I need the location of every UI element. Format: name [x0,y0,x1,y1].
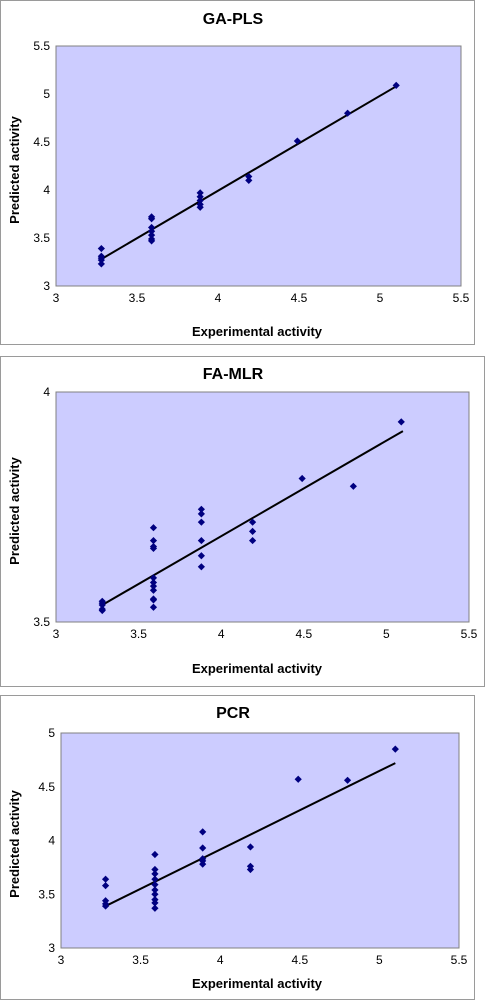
data-point [196,203,204,211]
x-tick-label: 3 [53,291,60,305]
y-axis-label: Predicted activity [7,789,22,897]
chart-title: PCR [216,705,250,722]
x-tick-label: 5 [377,291,384,305]
data-point [248,527,257,535]
x-tick-label: 5.5 [461,627,478,641]
data-point [98,606,106,615]
x-axis-label: Experimental activity [192,976,323,991]
x-tick-label: 3.5 [132,953,149,967]
data-point [97,244,105,253]
y-tick-label: 3.5 [38,887,55,901]
data-point [196,196,204,205]
y-tick-label: 4 [43,183,50,197]
data-point [151,870,159,878]
data-point [197,563,205,571]
data-point [149,578,158,587]
data-point [293,137,301,145]
data-point [147,231,156,239]
data-point [343,776,352,784]
data-point [149,586,158,594]
x-tick-label: 4 [217,953,224,967]
y-tick-label: 5 [43,87,50,101]
x-tick-label: 3.5 [130,627,147,641]
data-point [151,875,159,883]
y-tick-label: 4 [43,385,50,399]
data-point [391,745,399,753]
data-point [245,176,253,184]
y-tick-label: 4 [48,834,55,848]
x-tick-label: 3 [58,953,65,967]
data-point [197,552,205,560]
x-tick-label: 4.5 [291,291,308,305]
chart-title: FA-MLR [203,366,264,383]
data-point [344,109,352,117]
data-point [149,582,158,590]
y-tick-label: 3.5 [33,231,50,245]
data-point [101,902,110,910]
data-point [147,223,156,232]
x-tick-label: 5 [383,627,390,641]
x-axis-label: Experimental activity [192,661,323,676]
x-tick-label: 4.5 [295,627,312,641]
data-point [147,237,156,245]
x-tick-label: 4 [215,291,222,305]
data-point [196,189,204,197]
data-point [196,193,204,201]
chart-title: GA-PLS [203,11,264,28]
data-point [197,518,205,526]
x-tick-label: 5 [376,953,383,967]
x-tick-label: 3.5 [129,291,146,305]
chart-panel-fa-mlr: FA-MLR 3 3.5 4 4.5 5 5.5 3.5 4 Experimental activ… [0,356,485,687]
x-tick-label: 5.5 [451,953,468,967]
data-point [349,482,357,490]
chart-ga-pls: GA-PLS 3 3.5 4 4.5 5 5.5 3 3.5 4 4.5 5 5.5 Experiment… [7,11,470,339]
y-tick-label: 5 [48,726,55,740]
data-point [151,886,159,894]
y-axis-label: Predicted activity [7,115,22,223]
data-point [147,227,156,235]
x-tick-label: 3 [53,627,60,641]
y-tick-label: 3.5 [33,615,50,629]
data-point [246,843,255,851]
data-point [97,260,105,268]
x-tick-label: 5.5 [453,291,470,305]
chart-panel-ga-pls: GA-PLS 3 3.5 4 4.5 5 5.5 3 3.5 4 4.5 5 5.5 Experiment… [0,0,475,345]
data-point [245,172,253,181]
y-tick-label: 3 [48,941,55,955]
plot-area [60,732,460,949]
y-tick-label: 5.5 [33,39,50,53]
data-point [197,505,205,513]
chart-pcr: PCR 3 3.5 4 4.5 5 5.5 3 3.5 4 4.5 5 Experimental act… [7,705,468,991]
x-tick-label: 4.5 [291,953,308,967]
y-tick-label: 4.5 [38,780,55,794]
data-point [97,256,105,264]
data-point [151,880,159,889]
data-point [149,524,158,532]
chart-panel-pcr: PCR 3 3.5 4 4.5 5 5.5 3 3.5 4 4.5 5 Experimental act… [0,695,475,1000]
data-point [147,215,156,223]
data-point [392,81,400,89]
plot-area [55,391,470,623]
data-point [151,890,159,898]
x-tick-label: 4 [218,627,225,641]
x-axis-label: Experimental activity [192,324,323,339]
y-tick-label: 4.5 [33,135,50,149]
y-axis-label: Predicted activity [7,456,22,564]
data-point [101,875,110,883]
data-point [248,518,257,526]
y-tick-label: 3 [43,279,50,293]
